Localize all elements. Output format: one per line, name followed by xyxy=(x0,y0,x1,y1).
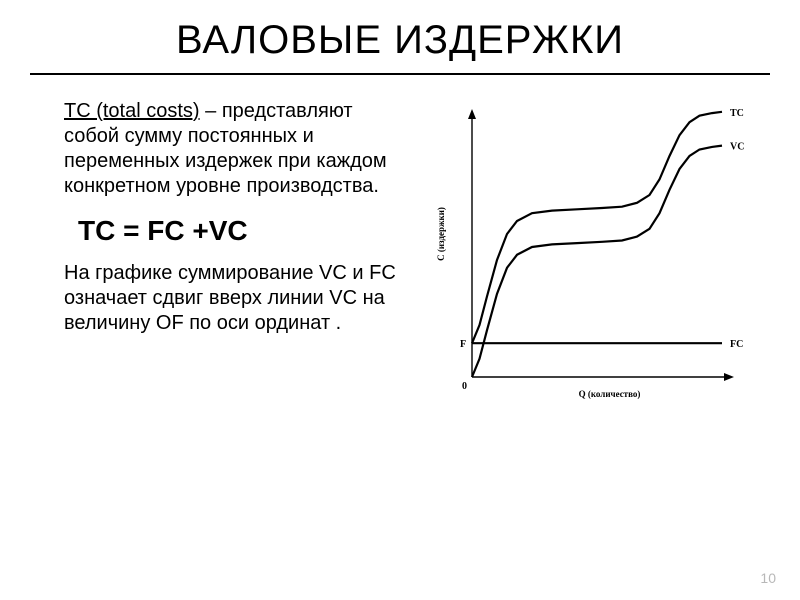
page-title: ВАЛОВЫЕ ИЗДЕРЖКИ xyxy=(0,0,800,69)
content-row: TC (total costs) – представляют собой су… xyxy=(0,75,800,427)
svg-text:Q (количество): Q (количество) xyxy=(579,389,641,399)
svg-text:0: 0 xyxy=(462,381,467,392)
tc-term: TC (total costs) xyxy=(64,100,200,122)
svg-text:C (издержки): C (издержки) xyxy=(436,207,446,261)
svg-text:VC: VC xyxy=(730,142,744,153)
paragraph-1: TC (total costs) – представляют собой су… xyxy=(64,99,404,199)
paragraph-2: На графике суммирование VC и FC означает… xyxy=(64,261,404,336)
svg-text:F: F xyxy=(460,339,466,350)
svg-text:FC: FC xyxy=(730,339,743,350)
text-column: TC (total costs) – представляют собой су… xyxy=(64,99,424,427)
svg-text:TC: TC xyxy=(730,108,744,119)
cost-curves-chart: 0 C (издержки) Q (количество) F FC VC TC xyxy=(424,107,764,427)
chart-column: 0 C (издержки) Q (количество) F FC VC TC xyxy=(424,99,770,427)
page-number: 10 xyxy=(760,570,776,586)
formula: TC = FC +VC xyxy=(78,215,404,247)
